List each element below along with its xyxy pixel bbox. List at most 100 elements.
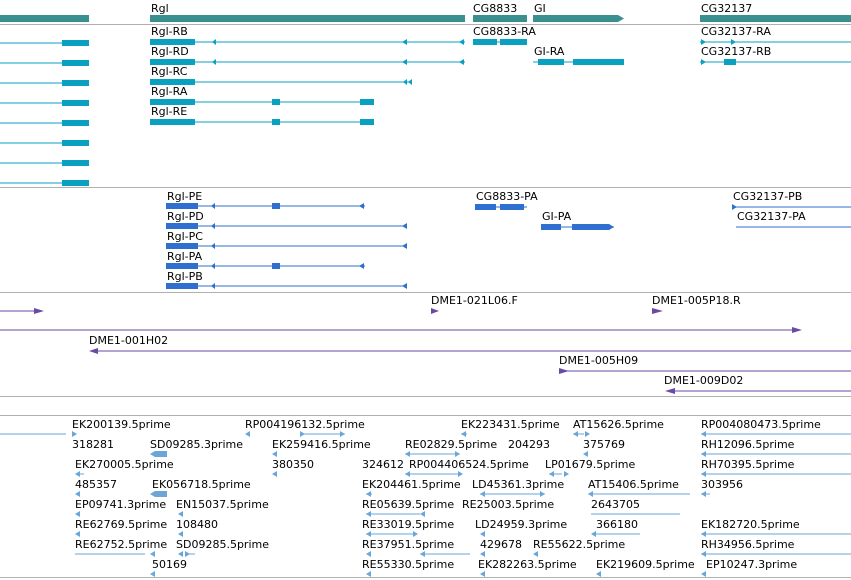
est-label[interactable]: 366180: [596, 518, 638, 531]
est-label[interactable]: RH12096.5prime: [701, 438, 795, 451]
est-label[interactable]: EK282263.5prime: [478, 558, 577, 571]
est-label[interactable]: EN15037.5prime: [176, 498, 269, 511]
est-label[interactable]: 303956: [701, 478, 743, 491]
est-label[interactable]: 429678: [480, 538, 522, 551]
tx-rgl-rb[interactable]: Rgl-RB: [150, 25, 465, 45]
tx-cg8833-ra[interactable]: CG8833-RA: [473, 25, 536, 45]
gene-track: Rgl CG8833 GI CG32137: [0, 2, 851, 22]
pp-gi-pa[interactable]: GI-PA: [541, 210, 614, 230]
protein-label: Rgl-PC: [167, 230, 203, 243]
est-label[interactable]: RE37951.5prime: [362, 538, 454, 551]
protein-label: CG32137-PB: [733, 190, 802, 203]
tx-cg32137-rb[interactable]: CG32137-RB: [700, 45, 851, 65]
est-label[interactable]: EP10247.3prime: [706, 558, 797, 571]
est-label[interactable]: LD45361.3prime: [472, 478, 564, 491]
gene-bar-left[interactable]: [0, 15, 89, 22]
pp-cg32137-pa[interactable]: CG32137-PA: [736, 210, 851, 228]
est-label[interactable]: RP004080473.5prime: [701, 418, 821, 431]
est-label[interactable]: 324612: [362, 458, 404, 471]
est-label[interactable]: AT15406.5prime: [588, 478, 679, 491]
transcript-label: GI-RA: [534, 45, 565, 58]
clone-label: DME1-005P18.R: [652, 294, 741, 307]
est-label[interactable]: RE62752.5prime: [75, 538, 167, 551]
protein-track: Rgl-PE Rgl-PD Rgl-PC Rgl-PA: [166, 190, 851, 289]
pp-rgl-pb[interactable]: Rgl-PB: [166, 270, 407, 289]
est-label[interactable]: SD09285.5prime: [176, 538, 269, 551]
pp-rgl-pd[interactable]: Rgl-PD: [166, 210, 407, 229]
est-label[interactable]: LD24959.3prime: [475, 518, 567, 531]
gene-cg8833[interactable]: CG8833: [473, 2, 527, 22]
est-label[interactable]: EK219609.5prime: [596, 558, 695, 571]
est-label[interactable]: RE55330.5prime: [362, 558, 454, 571]
tx-gi-ra[interactable]: GI-RA: [533, 45, 624, 65]
clone-long-span[interactable]: [0, 327, 802, 333]
gene-rgl[interactable]: Rgl: [150, 2, 465, 22]
gene-gi[interactable]: GI: [533, 2, 624, 22]
pp-rgl-pa[interactable]: Rgl-PA: [166, 250, 365, 269]
clone-label: DME1-005H09: [559, 354, 638, 367]
tx-rgl-ra[interactable]: Rgl-RA: [150, 85, 374, 105]
pp-cg8833-pa[interactable]: CG8833-PA: [475, 190, 538, 210]
est-label[interactable]: EK200139.5prime: [72, 418, 171, 431]
est-label[interactable]: 375769: [583, 438, 625, 451]
transcript-label: Rgl-RA: [151, 85, 188, 98]
est-label[interactable]: EK259416.5prime: [272, 438, 371, 451]
clone-track: DME1-021L06.F DME1-005P18.R DME1-001H02 …: [0, 294, 851, 394]
est-label[interactable]: EP09741.3prime: [75, 498, 166, 511]
est-glyphs[interactable]: [72, 431, 706, 577]
est-label[interactable]: EK182720.5prime: [701, 518, 800, 531]
est-label[interactable]: EK204461.5prime: [362, 478, 461, 491]
est-label[interactable]: RP004196132.5prime: [245, 418, 365, 431]
tx-rgl-rc[interactable]: Rgl-RC: [150, 65, 412, 85]
pp-rgl-pe[interactable]: Rgl-PE: [166, 190, 365, 209]
protein-label: Rgl-PB: [167, 270, 203, 283]
est-label[interactable]: 50169: [152, 558, 187, 571]
est-label[interactable]: 318281: [72, 438, 114, 451]
transcript-label: CG32137-RA: [701, 25, 771, 38]
est-label[interactable]: SD09285.3prime: [150, 438, 243, 451]
est-label[interactable]: 485357: [75, 478, 117, 491]
est-label[interactable]: RE05639.5prime: [362, 498, 454, 511]
est-label[interactable]: RE55622.5prime: [533, 538, 625, 551]
transcript-label: Rgl-RC: [151, 65, 188, 78]
est-label[interactable]: RE25003.5prime: [462, 498, 554, 511]
pp-rgl-pc[interactable]: Rgl-PC: [166, 230, 407, 249]
est-label[interactable]: AT15626.5prime: [573, 418, 664, 431]
tx-rgl-re[interactable]: Rgl-RE: [150, 105, 374, 125]
transcript-label: Rgl-RE: [151, 105, 187, 118]
cl-005h09[interactable]: DME1-005H09: [559, 354, 851, 374]
protein-label: CG8833-PA: [476, 190, 538, 203]
gene-label: CG32137: [701, 2, 752, 15]
tx-rgl-rd[interactable]: Rgl-RD: [150, 45, 465, 65]
est-label[interactable]: EK270005.5prime: [75, 458, 174, 471]
cl-001h02[interactable]: DME1-001H02: [89, 334, 851, 354]
protein-label: Rgl-PA: [167, 250, 203, 263]
est-label[interactable]: 2643705: [591, 498, 640, 511]
est-label[interactable]: RH34956.5prime: [701, 538, 795, 551]
est-label[interactable]: RE33019.5prime: [362, 518, 454, 531]
est-label[interactable]: RP004406524.5prime: [409, 458, 529, 471]
clone-left-truncated[interactable]: [0, 308, 44, 314]
est-track: EK200139.5prime RP004196132.5prime EK223…: [0, 418, 851, 577]
est-label[interactable]: LP01679.5prime: [545, 458, 636, 471]
left-transcripts[interactable]: [0, 40, 89, 186]
est-label[interactable]: RE62769.5prime: [75, 518, 167, 531]
est-label[interactable]: RH70395.5prime: [701, 458, 795, 471]
gene-label: GI: [534, 2, 546, 15]
cl-009d02[interactable]: DME1-009D02: [664, 374, 851, 394]
protein-label: Rgl-PD: [167, 210, 204, 223]
est-label[interactable]: RE02829.5prime: [405, 438, 497, 451]
est-lines: [0, 433, 851, 555]
est-label[interactable]: 108480: [176, 518, 218, 531]
est-label[interactable]: 204293: [508, 438, 550, 451]
gene-cg32137[interactable]: CG32137: [700, 2, 851, 22]
pp-cg32137-pb[interactable]: CG32137-PB: [732, 190, 851, 210]
est-label[interactable]: 380350: [272, 458, 314, 471]
cl-005p18[interactable]: DME1-005P18.R: [652, 294, 741, 314]
est-label[interactable]: EK223431.5prime: [461, 418, 560, 431]
est-label[interactable]: EK056718.5prime: [152, 478, 251, 491]
cl-021l06[interactable]: DME1-021L06.F: [431, 294, 518, 314]
transcript-label: Rgl-RD: [151, 45, 189, 58]
tx-cg32137-ra[interactable]: CG32137-RA: [700, 25, 851, 45]
